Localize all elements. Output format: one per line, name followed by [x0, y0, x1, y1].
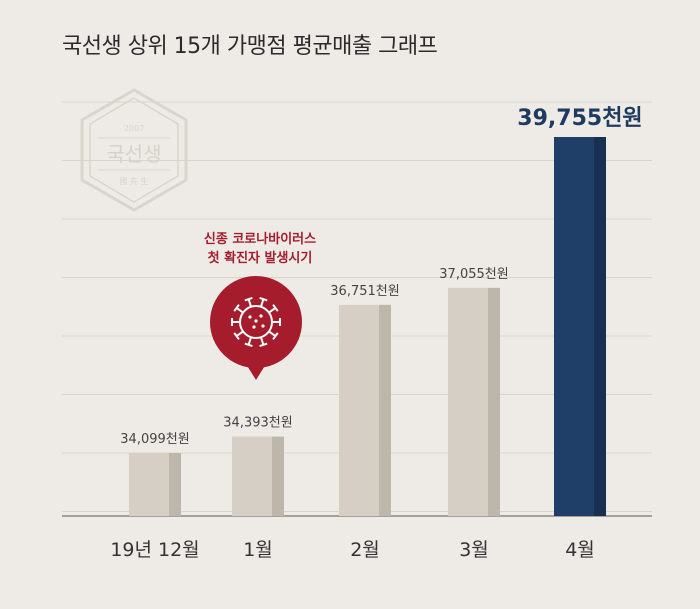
value-label: 36,751천원 — [330, 284, 399, 299]
category-label: 2월 — [350, 539, 380, 561]
category-label: 4월 — [565, 539, 595, 561]
bar-shade — [272, 436, 284, 516]
value-label: 39,755천원 — [517, 106, 642, 131]
callout-pin — [210, 276, 302, 380]
brand-watermark-logo: 2007 국선생 國 先 生 — [80, 88, 188, 212]
callout-text: 신종 코로나바이러스 첫 확진자 발생시기 — [180, 230, 340, 268]
chart-title: 국선생 상위 15개 가맹점 평균매출 그래프 — [62, 34, 438, 59]
bar — [339, 304, 379, 516]
value-label: 34,393천원 — [223, 416, 292, 431]
bar-shade — [594, 137, 606, 516]
bar — [448, 287, 488, 516]
watermark-sub: 國 先 生 — [119, 176, 148, 186]
coronavirus-icon — [231, 296, 281, 348]
value-label: 34,099천원 — [120, 432, 189, 447]
category-labels: 19년 12월 1월 2월 3월 4월 — [110, 539, 594, 561]
bar-shade — [379, 304, 391, 516]
bar — [232, 436, 272, 516]
watermark-year: 2007 — [124, 124, 144, 133]
bars — [129, 137, 606, 516]
bar — [554, 137, 594, 516]
callout-pointer — [246, 364, 266, 380]
callout-line-2: 첫 확진자 발생시기 — [207, 251, 313, 266]
category-label: 19년 12월 — [110, 539, 199, 561]
category-label: 1월 — [243, 539, 273, 561]
bar-shade — [488, 287, 500, 516]
bar — [129, 453, 169, 516]
watermark-brand: 국선생 — [106, 142, 161, 166]
coronavirus-callout — [210, 276, 302, 380]
bar-shade — [169, 453, 181, 516]
category-label: 3월 — [459, 539, 489, 561]
callout-line-1: 신종 코로나바이러스 — [203, 232, 317, 247]
value-labels: 34,099천원 34,393천원 36,751천원 37,055천원 39,755천원 — [120, 106, 642, 447]
value-label: 37,055천원 — [439, 267, 508, 282]
